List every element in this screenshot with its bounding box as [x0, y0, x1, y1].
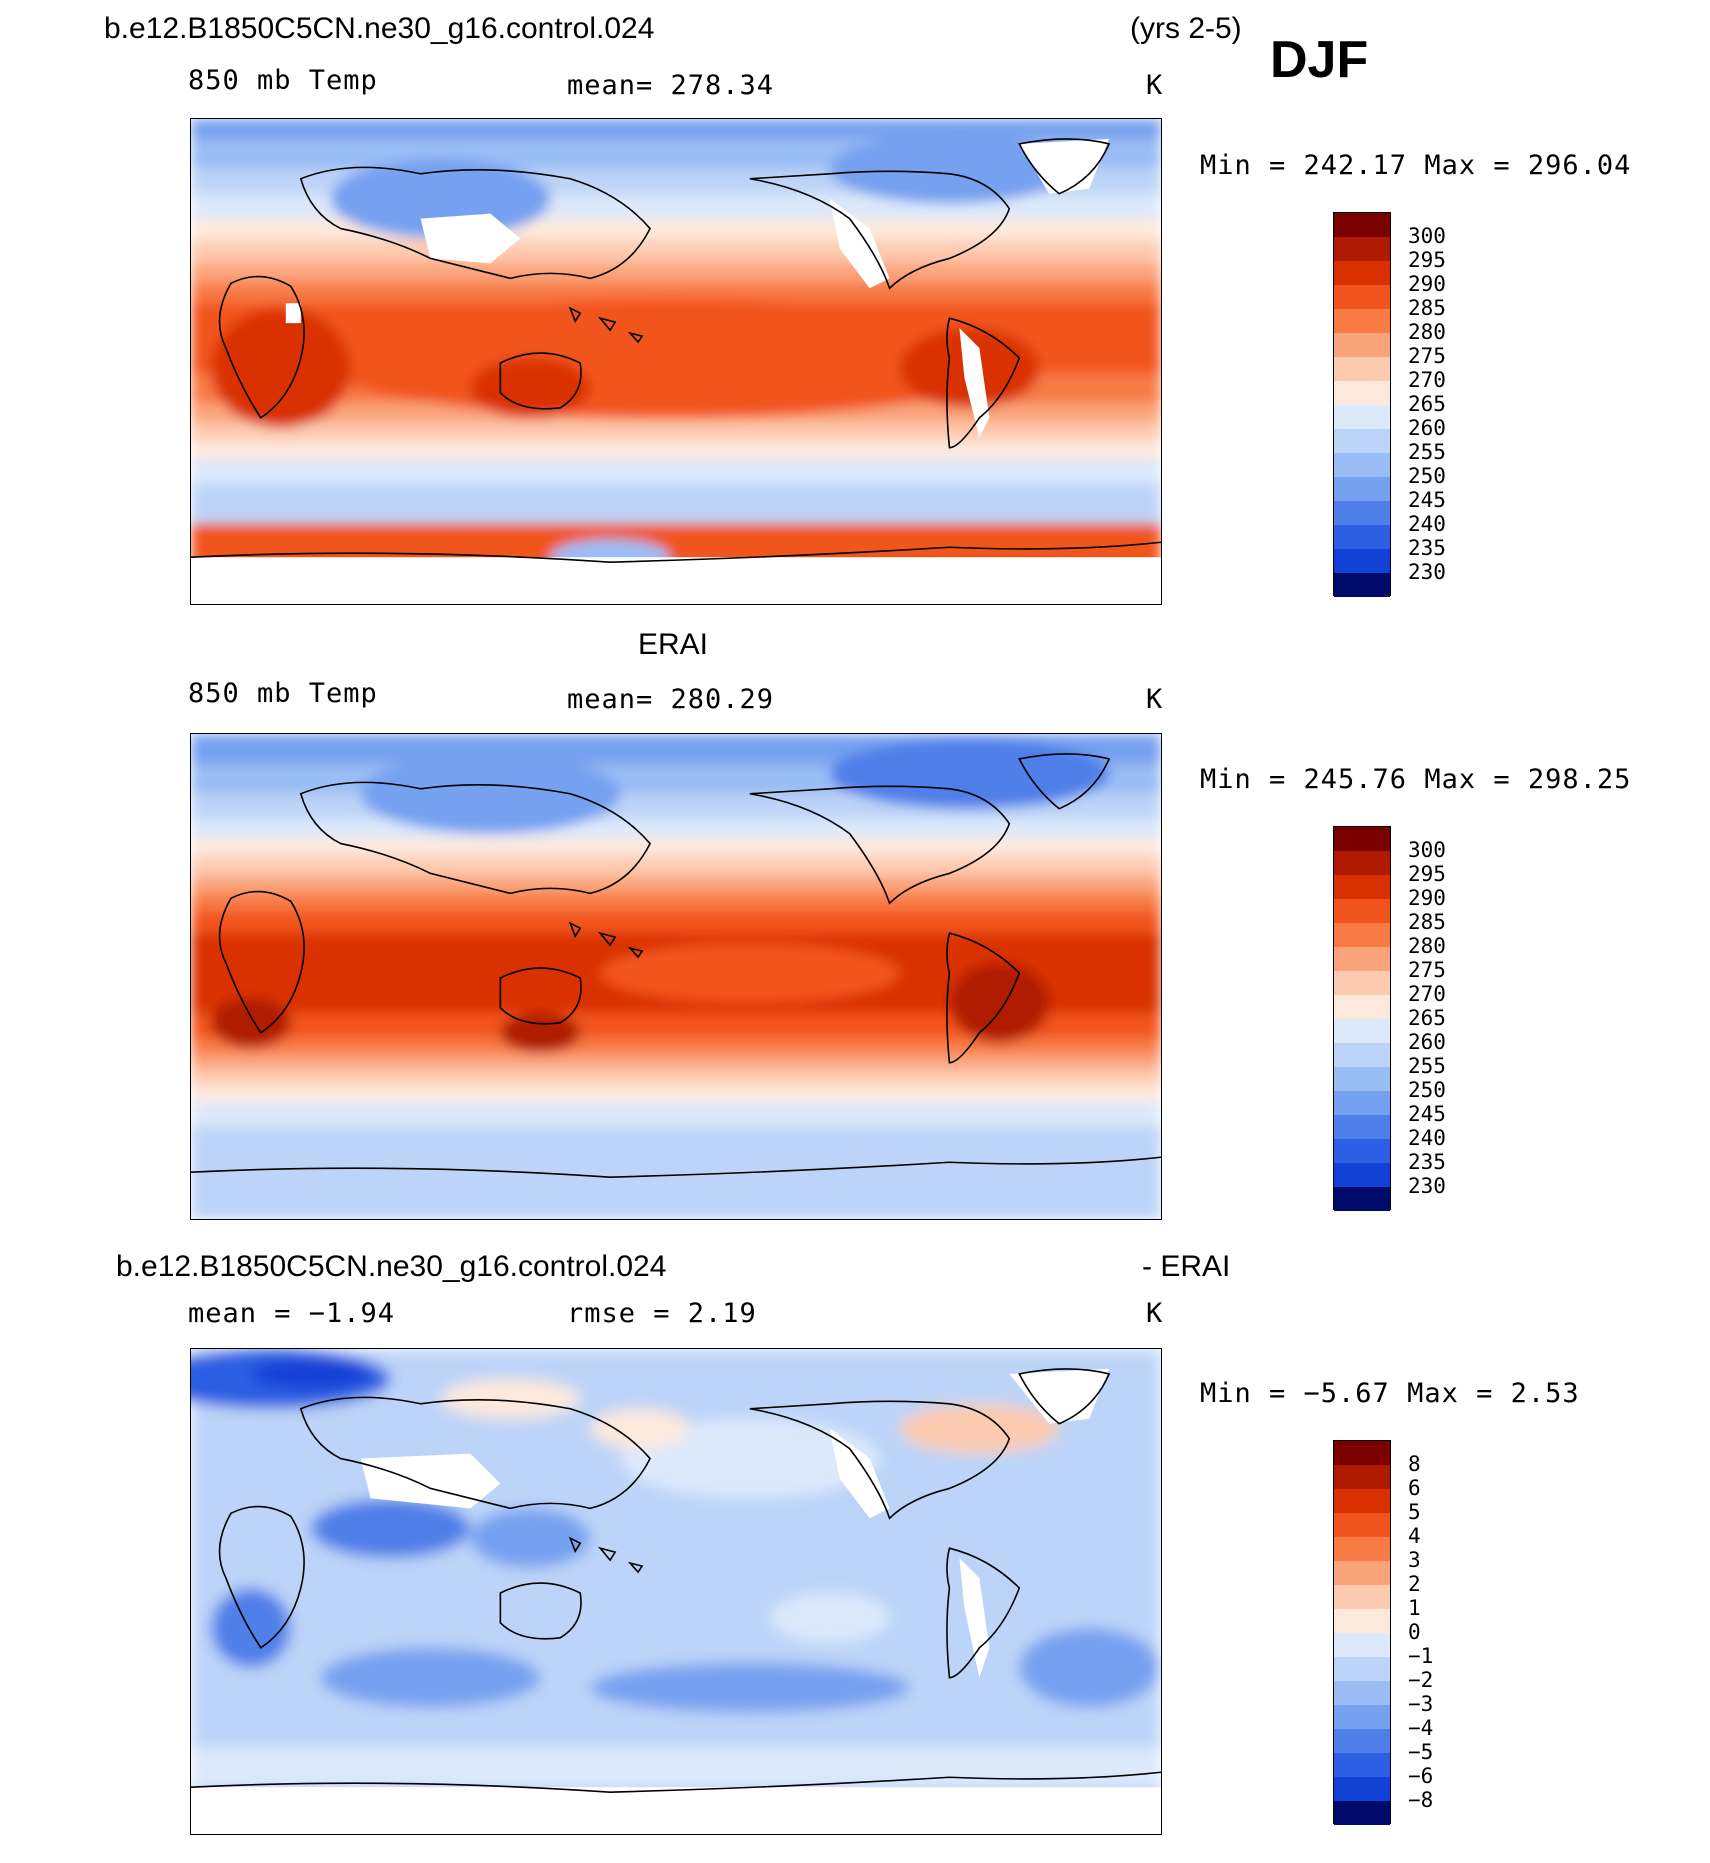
panel3-title-left: b.e12.B1850C5CN.ne30_g16.control.024	[116, 1250, 667, 1283]
panel2-cbar-label: 280	[1408, 934, 1446, 958]
panel3-cbar-label: −1	[1408, 1644, 1434, 1668]
panel2-cbar-label: 270	[1408, 982, 1446, 1006]
panel2-cbar-label: 245	[1408, 1102, 1446, 1126]
panel2-cbar-label: 240	[1408, 1126, 1446, 1150]
season-label: DJF	[1270, 31, 1369, 89]
panel2-cbar-label: 250	[1408, 1078, 1446, 1102]
panel1-cbar-label: 270	[1408, 368, 1446, 392]
panel2-cbar-label: 230	[1408, 1174, 1446, 1198]
panel3-cbar-label: 3	[1408, 1548, 1421, 1572]
panel2-cbar-label: 255	[1408, 1054, 1446, 1078]
panel3-cbar-label: −4	[1408, 1716, 1434, 1740]
panel3-cbar-label: −2	[1408, 1668, 1434, 1692]
panel3-cbar-label: −3	[1408, 1692, 1434, 1716]
panel2-cbar-label: 285	[1408, 910, 1446, 934]
panel1-cbar-label: 295	[1408, 248, 1446, 272]
panel2-mean: mean= 280.29	[567, 684, 775, 715]
panel1-cbar-label: 245	[1408, 488, 1446, 512]
panel2-cbar-label: 300	[1408, 838, 1446, 862]
panel1-minmax: Min = 242.17 Max = 296.04	[1200, 150, 1632, 181]
years-label: (yrs 2-5)	[1130, 12, 1242, 45]
panel1-cbar-label: 265	[1408, 392, 1446, 416]
panel3-cbar-label: 2	[1408, 1572, 1421, 1596]
panel3-cbar-label: −6	[1408, 1764, 1434, 1788]
panel3-cbar-label: 5	[1408, 1500, 1421, 1524]
panel3-title-right: - ERAI	[1142, 1250, 1231, 1283]
panel1-units: K	[1146, 70, 1164, 101]
panel3-cbar-label: −8	[1408, 1788, 1434, 1812]
panel2-cbar-label: 290	[1408, 886, 1446, 910]
panel1-colorbar-box	[1333, 212, 1391, 597]
panel3-rmse: rmse = 2.19	[567, 1298, 757, 1329]
panel1-cbar-label: 255	[1408, 440, 1446, 464]
panel2-map	[190, 733, 1162, 1220]
panel2-minmax: Min = 245.76 Max = 298.25	[1200, 764, 1632, 795]
panel3-cbar-label: 1	[1408, 1596, 1421, 1620]
panel2-cbar-label: 295	[1408, 862, 1446, 886]
panel1-cbar-label: 260	[1408, 416, 1446, 440]
panel3-cbar-label: 6	[1408, 1476, 1421, 1500]
panel2-cbar-label: 235	[1408, 1150, 1446, 1174]
panel2-cbar-label: 260	[1408, 1030, 1446, 1054]
panel3-minmax: Min = −5.67 Max = 2.53	[1200, 1378, 1580, 1409]
panel3-cbar-label: 4	[1408, 1524, 1421, 1548]
panel3-map	[190, 1348, 1162, 1835]
panel2-cbar-label: 275	[1408, 958, 1446, 982]
panel1-cbar-label: 280	[1408, 320, 1446, 344]
panel3-cbar-label: 0	[1408, 1620, 1421, 1644]
panel2-colorbar-box	[1333, 826, 1391, 1211]
panel1-cbar-label: 230	[1408, 560, 1446, 584]
panel1-cbar-label: 250	[1408, 464, 1446, 488]
panel3-colorbar-box	[1333, 1440, 1391, 1825]
panel2-units: K	[1146, 684, 1164, 715]
panel3-mean: mean = −1.94	[188, 1298, 396, 1329]
case-title: b.e12.B1850C5CN.ne30_g16.control.024	[104, 12, 655, 45]
panel3-cbar-label: −5	[1408, 1740, 1434, 1764]
panel1-cbar-label: 300	[1408, 224, 1446, 248]
panel1-cbar-label: 275	[1408, 344, 1446, 368]
panel1-cbar-label: 290	[1408, 272, 1446, 296]
panel3-units: K	[1146, 1298, 1164, 1329]
panel2-cbar-label: 265	[1408, 1006, 1446, 1030]
panel1-cbar-label: 235	[1408, 536, 1446, 560]
panel2-title: ERAI	[638, 628, 709, 661]
panel1-cbar-label: 240	[1408, 512, 1446, 536]
panel3-cbar-label: 8	[1408, 1452, 1421, 1476]
panel1-mean: mean= 278.34	[567, 70, 775, 101]
panel1-variable: 850 mb Temp	[188, 65, 378, 96]
panel1-map	[190, 118, 1162, 605]
panel2-variable: 850 mb Temp	[188, 678, 378, 709]
panel1-cbar-label: 285	[1408, 296, 1446, 320]
